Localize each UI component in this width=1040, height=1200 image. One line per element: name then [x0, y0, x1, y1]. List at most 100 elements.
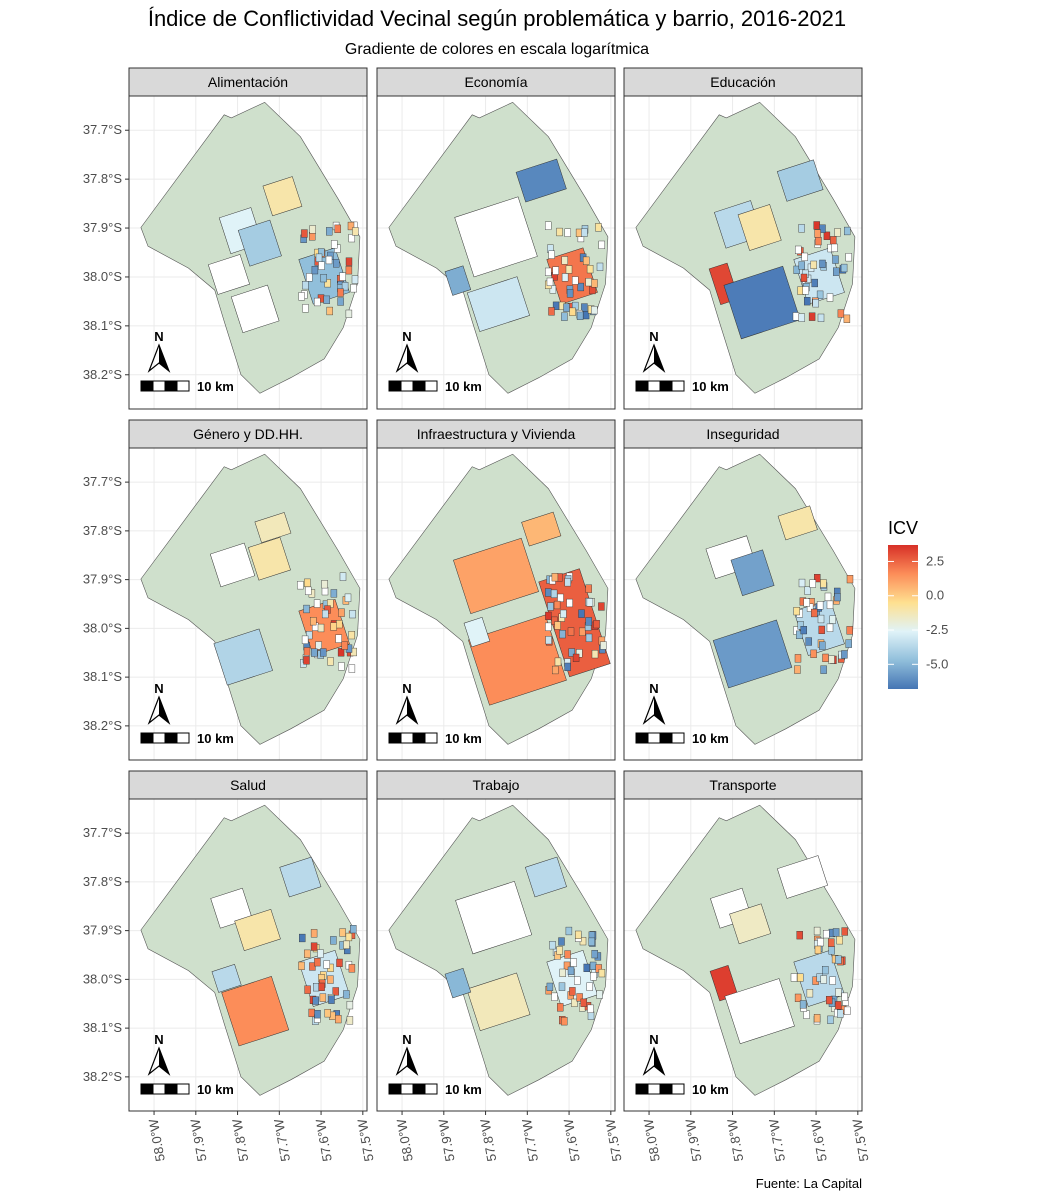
neighbourhood-polygon	[345, 309, 353, 319]
neighbourhood-polygon	[310, 617, 317, 626]
neighbourhood-polygon	[803, 598, 810, 607]
neighbourhood-polygon	[841, 992, 848, 1001]
neighbourhood-polygon	[348, 631, 355, 640]
facet-strip-label: Infraestructura y Vivienda	[417, 426, 576, 442]
facet-panel: Transporte N 10 km	[623, 770, 863, 1112]
scale-bar-segment	[412, 380, 426, 392]
facet-panel: Trabajo N 10 km	[376, 770, 616, 1112]
neighbourhood-polygon	[820, 579, 827, 588]
neighbourhood-polygon	[586, 265, 594, 274]
neighbourhood-polygon	[310, 942, 318, 951]
y-tick-label: 37.7°S	[83, 474, 123, 489]
facet-strip-label: Alimentación	[208, 74, 288, 90]
facet-strip-label: Género y DD.HH.	[193, 426, 303, 442]
neighbourhood-polygon	[561, 1017, 568, 1026]
facet-strip-label: Transporte	[709, 777, 776, 793]
neighbourhood-polygon	[806, 989, 814, 998]
neighbourhood-polygon	[596, 990, 603, 999]
neighbourhood-polygon	[303, 647, 311, 656]
scale-bar-segment	[424, 380, 438, 392]
panel-border	[623, 447, 863, 761]
neighbourhood-polygon	[279, 856, 322, 898]
y-tick-label: 38.2°S	[83, 1069, 123, 1084]
neighbourhood-polygon	[563, 303, 570, 312]
neighbourhood-polygon	[327, 657, 334, 666]
neighbourhood-polygon	[561, 256, 568, 265]
neighbourhood-polygon	[328, 995, 335, 1004]
neighbourhood-polygon	[254, 512, 292, 543]
neighbourhood-polygon	[800, 273, 808, 283]
neighbourhood-polygon	[345, 932, 353, 942]
neighbourhood-polygon	[331, 240, 338, 249]
scale-bar-label: 10 km	[197, 1082, 234, 1097]
scale-bar-label: 10 km	[197, 379, 234, 394]
facet-panel: Género y DD.HH. N 10 km	[128, 419, 368, 761]
neighbourhood-polygon	[828, 946, 835, 955]
north-arrow-label: N	[649, 1032, 658, 1047]
neighbourhood-polygon	[338, 608, 345, 617]
neighbourhood-polygon	[585, 633, 593, 643]
x-tick-label: 57.5°W	[354, 1117, 376, 1162]
neighbourhood-polygon	[846, 575, 854, 584]
scale-bar-segment	[140, 380, 154, 392]
neighbourhood-polygon	[323, 960, 330, 969]
neighbourhood-polygon	[305, 586, 312, 595]
neighbourhood-polygon	[801, 252, 808, 262]
x-tick-label: 57.7°W	[519, 1117, 541, 1162]
neighbourhood-polygon	[815, 236, 822, 246]
neighbourhood-polygon	[588, 937, 595, 946]
scale-bar-segment	[400, 732, 414, 744]
neighbourhood-polygon	[339, 928, 346, 937]
legend-break-label: -2.5	[926, 622, 948, 637]
neighbourhood-polygon	[829, 976, 836, 985]
y-tick-label: 38.0°S	[83, 620, 123, 635]
neighbourhood-polygon	[558, 982, 566, 991]
neighbourhood-polygon	[306, 273, 313, 282]
y-tick-label: 38.0°S	[83, 269, 123, 284]
scale-bar-segment	[140, 1083, 154, 1095]
neighbourhood-polygon	[326, 306, 333, 316]
neighbourhood-polygon	[320, 648, 327, 657]
neighbourhood-polygon	[809, 579, 816, 588]
y-tick-label: 37.7°S	[83, 825, 123, 840]
scale-bar-segment	[647, 1083, 661, 1095]
north-arrow-fill	[159, 345, 169, 371]
neighbourhood-polygon	[814, 945, 822, 955]
neighbourhood-polygon	[559, 630, 566, 639]
neighbourhood-polygon	[545, 221, 552, 230]
neighbourhood-polygon	[802, 286, 809, 295]
neighbourhood-polygon	[234, 908, 281, 952]
neighbourhood-polygon	[550, 589, 558, 598]
chart-caption: Fuente: La Capital	[756, 1176, 862, 1191]
neighbourhood-polygon	[547, 602, 554, 611]
neighbourhood-polygon	[835, 1001, 842, 1010]
neighbourhood-polygon	[336, 620, 343, 629]
neighbourhood-polygon	[585, 617, 592, 626]
neighbourhood-polygon	[794, 665, 801, 674]
neighbourhood-polygon	[808, 312, 816, 321]
facet-strip	[623, 770, 863, 800]
neighbourhood-polygon	[837, 1009, 844, 1018]
neighbourhood-polygon	[569, 987, 576, 996]
scale-bar-label: 10 km	[445, 731, 482, 746]
neighbourhood-polygon	[814, 574, 821, 583]
neighbourhood-polygon	[303, 604, 310, 614]
neighbourhood-polygon	[844, 226, 851, 236]
neighbourhood-polygon	[466, 276, 530, 332]
scale-bar-label: 10 km	[692, 731, 729, 746]
neighbourhood-polygon	[344, 593, 352, 602]
neighbourhood-polygon	[444, 265, 472, 296]
neighbourhood-polygon	[822, 966, 829, 975]
neighbourhood-polygon	[830, 236, 837, 245]
neighbourhood-polygon	[580, 998, 587, 1007]
neighbourhood-polygon	[810, 649, 817, 658]
scale-bar-segment	[647, 732, 661, 744]
legend-break-label: 0.0	[926, 588, 944, 603]
y-tick-label: 37.9°S	[83, 923, 123, 938]
neighbourhood-polygon	[846, 626, 853, 635]
facet-strip	[128, 770, 368, 800]
neighbourhood-polygon	[312, 996, 319, 1005]
scale-bar-segment	[152, 1083, 166, 1095]
neighbourhood-polygon	[311, 266, 319, 275]
neighbourhood-polygon	[590, 972, 597, 981]
